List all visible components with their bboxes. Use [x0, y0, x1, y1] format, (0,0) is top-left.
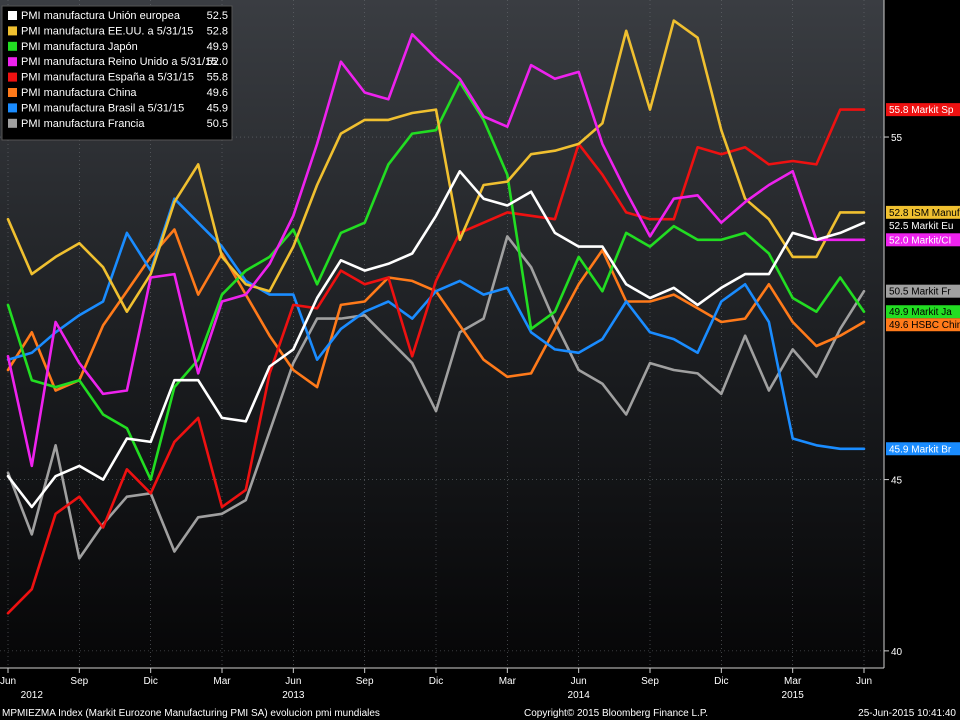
value-tag-pmi-manufactura-brasil-a-5-31-15	[886, 442, 960, 456]
value-tag-label-pmi-manufactura-reino-unido-a-5-31-15: 52.0 Markit/CI	[889, 235, 951, 246]
grid	[0, 0, 884, 668]
legend-value-pmi-manufactura-espana-a-5-31-15: 55.8	[207, 72, 228, 84]
x-tick-label-2014-09: Sep	[641, 676, 659, 687]
x-tick-label-2012-09: Sep	[70, 676, 88, 687]
legend-label-pmi-manufactura-china: PMI manufactura China	[21, 87, 137, 99]
x-tick-label-2013-06: Jun	[285, 676, 301, 687]
x-tick-label-2012-12: Dic	[143, 676, 157, 687]
legend-swatch-pmi-manufactura-francia	[8, 118, 17, 128]
legend-swatch-pmi-manufactura-ee-uu-a-5-31-15	[8, 26, 17, 36]
x-tick-label-2012-06: Jun	[0, 676, 16, 687]
last-value-tags: 55.8 Markit Sp 52.8 ISM Manuf 52.5 Markit …	[886, 103, 960, 456]
year-label-2013: 2013	[282, 690, 305, 701]
value-tag-pmi-manufactura-reino-unido-a-5-31-15	[886, 233, 960, 247]
series-lines	[6, 19, 866, 615]
x-tick-label-2013-12: Dic	[429, 676, 443, 687]
value-tag-label-pmi-manufactura-brasil-a-5-31-15: 45.9 Markit Br	[889, 444, 952, 455]
value-tag-label-pmi-manufactura-china: 49.6 HSBC Chin	[889, 320, 960, 331]
footer: MPMIEZMA Index (Markit Eurozone Manufact…	[2, 708, 956, 719]
legend-label-pmi-manufactura-francia: PMI manufactura Francia	[21, 118, 145, 130]
footer-timestamp: 25-Jun-2015 10:41:40	[858, 708, 956, 719]
value-tag-label-pmi-manufactura-japon: 49.9 Markit Ja	[889, 307, 952, 318]
x-tick-label-2013-09: Sep	[356, 676, 374, 687]
legend-swatch-pmi-manufactura-espana-a-5-31-15	[8, 72, 17, 82]
legend-value-pmi-manufactura-ee-uu-a-5-31-15: 52.8	[207, 25, 228, 37]
footer-source: MPMIEZMA Index (Markit Eurozone Manufact…	[2, 708, 380, 719]
value-tag-pmi-manufactura-espana-a-5-31-15	[886, 103, 960, 117]
series-line-pmi-manufactura-reino-unido-a-5-31-15	[6, 32, 866, 468]
legend-swatch-pmi-manufactura-brasil-a-5-31-15	[8, 103, 17, 113]
value-tag-label-pmi-manufactura-union-europea: 52.5 Markit Eu	[889, 221, 953, 232]
value-tag-pmi-manufactura-china	[886, 318, 960, 332]
x-tick-label-2014-06: Jun	[571, 676, 587, 687]
legend-value-pmi-manufactura-japon: 49.9	[207, 41, 228, 53]
legend-value-pmi-manufactura-union-europea: 52.5	[207, 10, 228, 22]
legend-swatch-pmi-manufactura-china	[8, 88, 17, 97]
legend-value-pmi-manufactura-brasil-a-5-31-15: 45.9	[207, 102, 228, 114]
value-tag-pmi-manufactura-ee-uu-a-5-31-15	[886, 205, 960, 219]
year-label-2014: 2014	[568, 690, 591, 701]
legend-swatch-pmi-manufactura-japon	[8, 41, 17, 51]
value-tag-pmi-manufactura-francia	[886, 284, 960, 298]
legend-swatch-pmi-manufactura-union-europea	[8, 11, 17, 20]
year-label-2015: 2015	[782, 690, 805, 701]
year-label-2012: 2012	[21, 690, 44, 701]
value-tag-pmi-manufactura-union-europea	[886, 218, 960, 232]
series-line-pmi-manufactura-ee-uu-a-5-31-15	[6, 19, 866, 314]
footer-copyright: Copyright© 2015 Bloomberg Finance L.P.	[524, 708, 708, 719]
legend-swatch-pmi-manufactura-reino-unido-a-5-31-15	[8, 57, 17, 67]
legend-box	[1, 5, 233, 141]
y-tick-label-40: 40	[891, 647, 903, 658]
series-line-pmi-manufactura-union-europea	[6, 170, 866, 509]
x-tick-label-2014-03: Mar	[499, 676, 517, 687]
legend-label-pmi-manufactura-ee-uu-a-5-31-15: PMI manufactura EE.UU. a 5/31/15	[21, 25, 193, 37]
legend: PMI manufactura Unión europea 52.5 PMI man…	[1, 5, 233, 141]
x-tick-label-2015-03: Mar	[784, 676, 802, 687]
y-tick-label-55: 55	[891, 133, 903, 144]
x-axis: Jun Sep Dic Mar Jun Sep Dic Mar Jun Sep Dic Mar Jun 2…	[0, 668, 872, 701]
legend-label-pmi-manufactura-union-europea: PMI manufactura Unión europea	[21, 10, 181, 22]
legend-label-pmi-manufactura-espana-a-5-31-15: PMI manufactura España a 5/31/15	[21, 72, 194, 84]
y-tick-label-45: 45	[891, 476, 903, 487]
series-line-pmi-manufactura-japon	[6, 80, 866, 481]
x-tick-label-2014-12: Dic	[714, 676, 728, 687]
y-axis: 40 45 55	[884, 133, 903, 658]
legend-label-pmi-manufactura-brasil-a-5-31-15: PMI manufactura Brasil a 5/31/15	[21, 102, 184, 114]
x-tick-label-2013-03: Mar	[213, 676, 231, 687]
legend-value-pmi-manufactura-china: 49.6	[207, 87, 228, 99]
value-tag-label-pmi-manufactura-ee-uu-a-5-31-15: 52.8 ISM Manuf	[889, 208, 960, 219]
x-tick-label-2015-06: Jun	[856, 676, 872, 687]
value-tag-pmi-manufactura-japon	[886, 305, 960, 319]
series-line-pmi-manufactura-espana-a-5-31-15	[6, 108, 866, 615]
value-tag-label-pmi-manufactura-francia: 50.5 Markit Fr	[889, 287, 951, 298]
legend-label-pmi-manufactura-japon: PMI manufactura Japón	[21, 41, 138, 53]
legend-label-pmi-manufactura-reino-unido-a-5-31-15: PMI manufactura Reino Unido a 5/31/15	[21, 56, 217, 68]
legend-value-pmi-manufactura-reino-unido-a-5-31-15: 52.0	[207, 56, 228, 68]
value-tag-label-pmi-manufactura-espana-a-5-31-15: 55.8 Markit Sp	[889, 105, 954, 116]
legend-value-pmi-manufactura-francia: 50.5	[207, 118, 228, 130]
